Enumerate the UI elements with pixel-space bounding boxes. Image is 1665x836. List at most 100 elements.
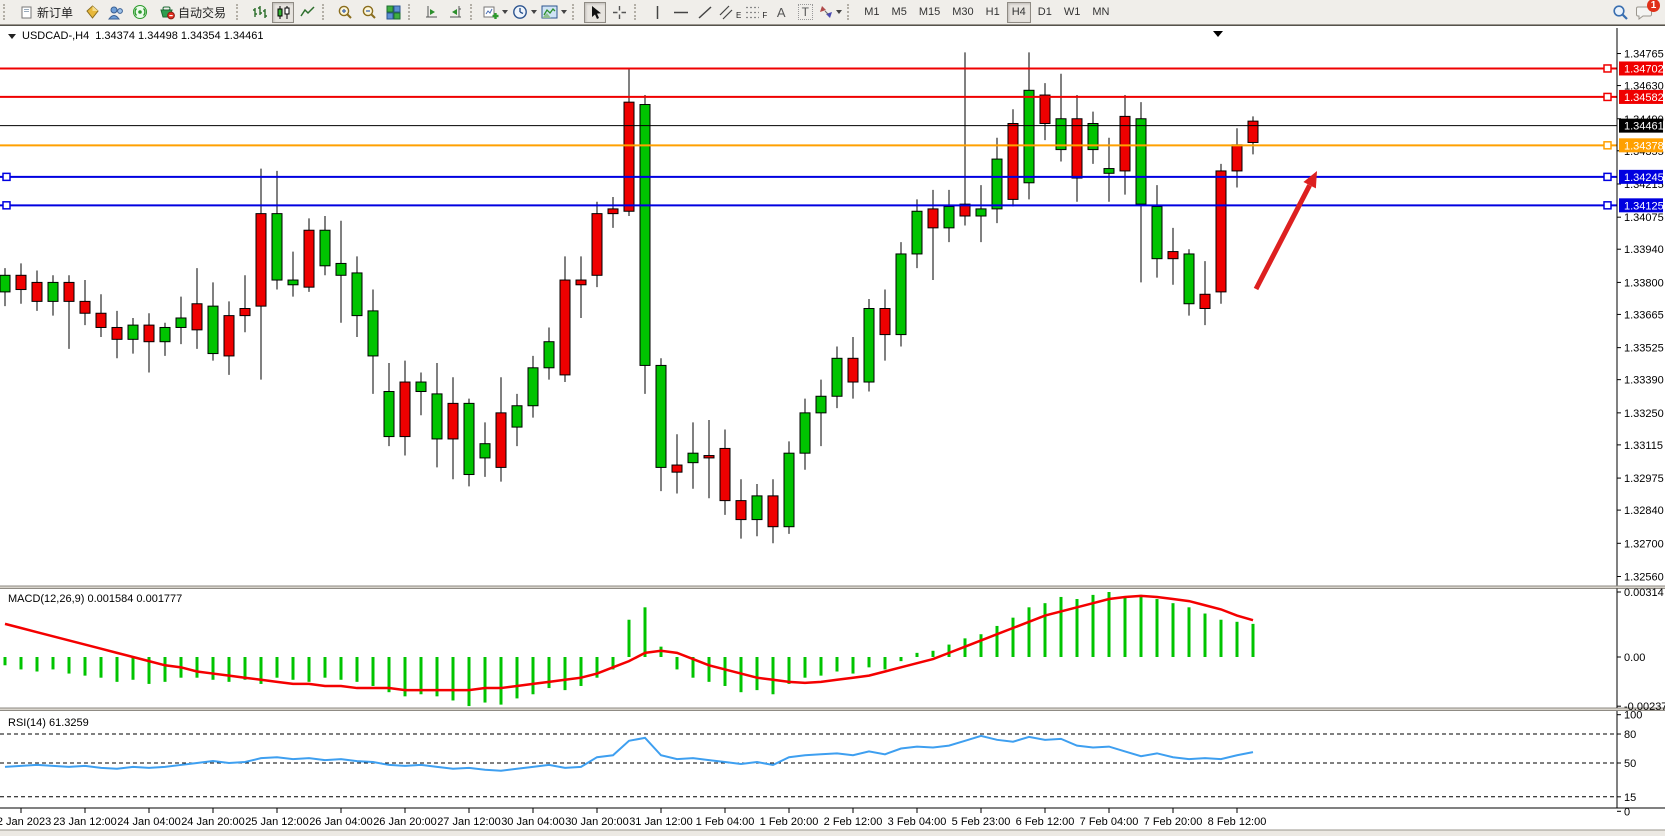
svg-text:0.00: 0.00 [1624, 652, 1645, 664]
vertical-line-icon [656, 5, 658, 19]
zoom-out-icon [362, 5, 376, 19]
new-order-button[interactable]: 新订单 [15, 2, 79, 23]
line-chart-button[interactable] [296, 2, 318, 23]
chart-window: 1.347651.346301.344901.343551.342151.340… [0, 25, 1665, 836]
svg-text:0.00314: 0.00314 [1624, 587, 1664, 599]
svg-text:1.34125: 1.34125 [1624, 200, 1664, 212]
arrows-dropdown[interactable] [818, 2, 843, 23]
svg-text:1.33250: 1.33250 [1624, 408, 1664, 420]
pane-separator-macd[interactable] [0, 586, 1665, 589]
zoom-out-button[interactable] [358, 2, 380, 23]
caret-down-icon [531, 10, 538, 14]
svg-text:3 Feb 04:00: 3 Feb 04:00 [888, 816, 947, 828]
svg-text:1.34630: 1.34630 [1624, 81, 1664, 93]
channel-letter: E [736, 10, 742, 20]
notifications-button[interactable]: 1 [1633, 0, 1660, 23]
svg-text:1.34378: 1.34378 [1624, 140, 1664, 152]
pane-separator-rsi[interactable] [0, 708, 1665, 711]
template-dropdown[interactable] [540, 2, 568, 23]
label-tool-icon: T [797, 4, 813, 20]
candlestick-chart-button[interactable] [272, 1, 295, 23]
svg-text:1.34765: 1.34765 [1624, 49, 1664, 61]
caret-down-icon [502, 10, 509, 14]
rsi-line [4, 734, 1254, 772]
shift-marker-icon[interactable] [1213, 31, 1223, 37]
fibo-letter: F [762, 10, 768, 20]
svg-text:1 Feb 20:00: 1 Feb 20:00 [760, 816, 819, 828]
channel-tool[interactable]: E [718, 2, 742, 23]
cursor-icon [591, 5, 601, 19]
step-back-button[interactable] [444, 2, 466, 23]
channel-icon [719, 5, 733, 19]
cursor-button[interactable] [584, 1, 607, 23]
svg-text:2 Feb 12:00: 2 Feb 12:00 [824, 816, 883, 828]
tf-mn-button[interactable]: MN [1092, 6, 1110, 18]
tf-h4-button[interactable]: H4 [1006, 1, 1031, 23]
fibonacci-tool[interactable]: F [744, 2, 768, 23]
market-watch-button[interactable] [81, 2, 103, 23]
navigator-button[interactable] [105, 2, 127, 23]
svg-text:7 Feb 04:00: 7 Feb 04:00 [1080, 816, 1139, 828]
zoom-in-button[interactable] [334, 2, 356, 23]
trendline-tool[interactable] [694, 2, 716, 23]
svg-text:7 Feb 20:00: 7 Feb 20:00 [1144, 816, 1203, 828]
svg-text:26 Jan 20:00: 26 Jan 20:00 [373, 816, 437, 828]
vertical-line-tool[interactable] [646, 2, 668, 23]
toolbar-handle [572, 4, 578, 20]
svg-text:1.32975: 1.32975 [1624, 473, 1664, 485]
svg-text:27 Jan 12:00: 27 Jan 12:00 [437, 816, 501, 828]
tf-m5-button[interactable]: M5 [891, 6, 907, 18]
new-chart-icon [483, 6, 499, 19]
new-chart-dropdown[interactable] [482, 2, 509, 23]
arrow-annotation[interactable] [1253, 171, 1317, 291]
tile-windows-button[interactable] [382, 2, 404, 23]
tf-m1-button[interactable]: M1 [864, 6, 880, 18]
new-order-label: 新订单 [37, 5, 74, 20]
bar-chart-icon [252, 6, 267, 18]
toolbar-handle [470, 4, 476, 20]
toolbar-handle [322, 4, 328, 20]
tf-w1-button[interactable]: W1 [1063, 6, 1081, 18]
tf-h1-button[interactable]: H1 [985, 6, 1000, 18]
arrows-icon [820, 6, 833, 18]
tf-m30-button[interactable]: M30 [952, 6, 974, 18]
crosshair-icon [612, 5, 626, 19]
period-dropdown[interactable] [511, 2, 538, 23]
toolbar-handle [634, 4, 640, 20]
tf-d1-button[interactable]: D1 [1037, 6, 1052, 18]
svg-text:5 Feb 23:00: 5 Feb 23:00 [952, 816, 1011, 828]
svg-text:1.34075: 1.34075 [1624, 212, 1664, 224]
crosshair-button[interactable] [608, 2, 630, 23]
template-icon [541, 5, 558, 19]
autotrade-button[interactable]: 自动交易 [153, 2, 232, 23]
svg-text:1.33525: 1.33525 [1624, 343, 1664, 355]
signal-button[interactable] [129, 2, 151, 23]
price-level-lines[interactable] [0, 64, 1617, 210]
caret-down-icon [836, 10, 843, 14]
bar-chart-button[interactable] [248, 2, 270, 23]
tile-windows-icon [386, 5, 401, 19]
svg-text:1.33665: 1.33665 [1624, 309, 1664, 321]
text-tool-icon: A [776, 4, 786, 20]
text-tool[interactable]: A [770, 2, 792, 23]
svg-text:24 Jan 20:00: 24 Jan 20:00 [181, 816, 245, 828]
chart-canvas[interactable]: 1.347651.346301.344901.343551.342151.340… [0, 26, 1665, 836]
svg-text:100: 100 [1624, 710, 1642, 722]
tf-m15-button[interactable]: M15 [918, 6, 941, 18]
svg-text:22 Jan 2023: 22 Jan 2023 [0, 816, 51, 828]
horizontal-scrollbar[interactable] [0, 830, 1665, 836]
svg-text:1.34702: 1.34702 [1624, 63, 1664, 75]
svg-text:1 Feb 04:00: 1 Feb 04:00 [696, 816, 755, 828]
svg-text:1.33800: 1.33800 [1624, 277, 1664, 289]
step-forward-button[interactable] [420, 2, 442, 23]
svg-text:1.34582: 1.34582 [1624, 92, 1664, 104]
macd-signal-line [4, 594, 1254, 692]
horizontal-line-tool[interactable] [670, 2, 692, 23]
svg-text:23 Jan 12:00: 23 Jan 12:00 [53, 816, 117, 828]
price-axis[interactable]: 1.347651.346301.344901.343551.342151.340… [1617, 49, 1664, 584]
label-tool[interactable]: T [794, 2, 816, 23]
svg-text:-0.002376: -0.002376 [1624, 701, 1665, 713]
search-button[interactable] [1609, 2, 1631, 23]
